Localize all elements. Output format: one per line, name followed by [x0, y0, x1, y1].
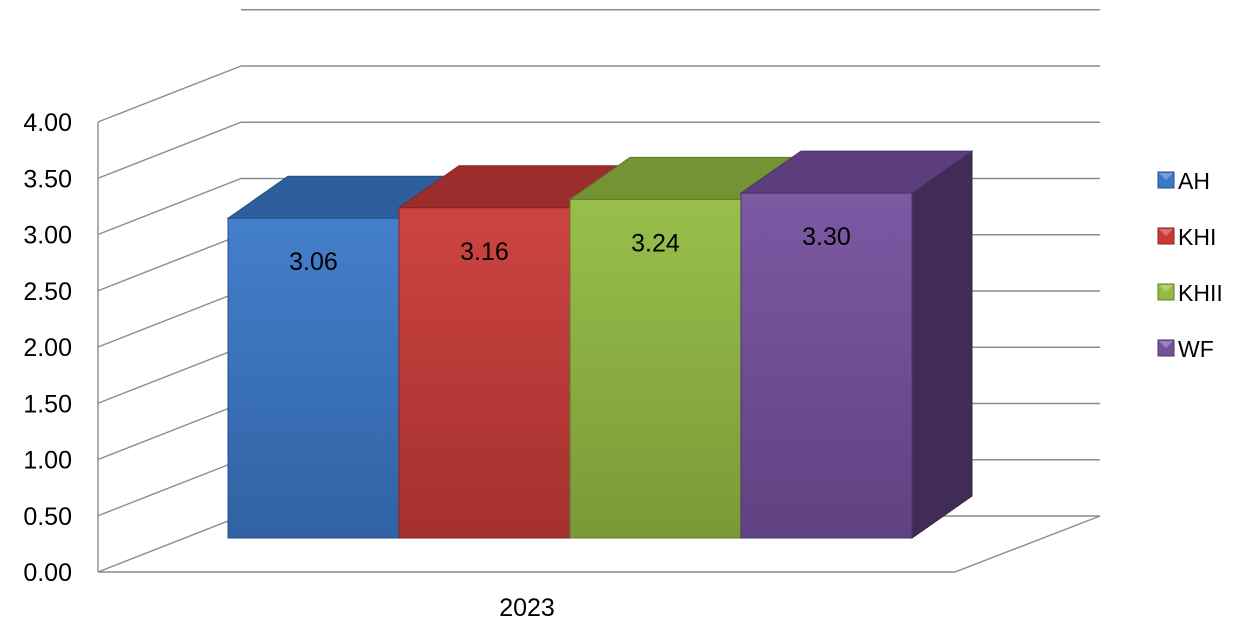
gridline-side — [97, 177, 242, 236]
bar-series — [226, 150, 974, 539]
bar-wf — [739, 150, 974, 539]
legend-swatch-shine — [1159, 229, 1173, 236]
y-tick-label: 1.50 — [23, 390, 72, 418]
y-tick-label: 3.50 — [23, 165, 72, 193]
gridline-side — [97, 121, 242, 179]
bar-front-face — [569, 198, 742, 539]
data-label: 3.06 — [289, 248, 338, 276]
legend-swatch-shine — [1159, 285, 1173, 292]
legend-label: KHI — [1178, 224, 1216, 250]
y-tick-label: 2.00 — [23, 334, 72, 362]
legend-label: KHII — [1178, 280, 1223, 306]
x-tick-label: 2023 — [499, 594, 555, 622]
y-tick-label: 1.00 — [23, 447, 72, 475]
data-label: 3.16 — [460, 238, 509, 266]
gridline-side — [97, 65, 242, 123]
y-tick-label: 2.50 — [23, 278, 72, 306]
chart-floor — [97, 515, 1101, 573]
data-labels: 3.06 3.16 3.24 3.30 — [289, 223, 851, 276]
y-tick-label: 0.00 — [23, 559, 72, 587]
gridline-side — [97, 290, 242, 348]
legend: AH KHI KHII WF — [1157, 168, 1223, 362]
legend-label: AH — [1178, 168, 1210, 194]
legend-swatch-shine — [1159, 341, 1173, 348]
data-label: 3.30 — [802, 223, 851, 251]
gridline-side — [97, 459, 242, 517]
bar-side-face — [911, 150, 973, 539]
y-axis: 0.00 0.50 1.00 1.50 2.00 2.50 3.00 3.50 4.00 — [23, 109, 72, 587]
legend-swatch-shine — [1159, 173, 1173, 180]
legend-label: WF — [1178, 336, 1214, 362]
y-tick-label: 3.00 — [23, 222, 72, 250]
gridline-side — [97, 346, 242, 404]
bar-front-face — [398, 207, 571, 539]
gridline-side — [97, 234, 242, 292]
y-tick-label: 4.00 — [23, 109, 72, 137]
data-label: 3.24 — [631, 229, 680, 257]
bar-front-face — [227, 217, 400, 539]
bar-front-face — [740, 192, 913, 539]
y-tick-label: 0.50 — [23, 503, 72, 531]
gridline-side — [97, 402, 242, 461]
